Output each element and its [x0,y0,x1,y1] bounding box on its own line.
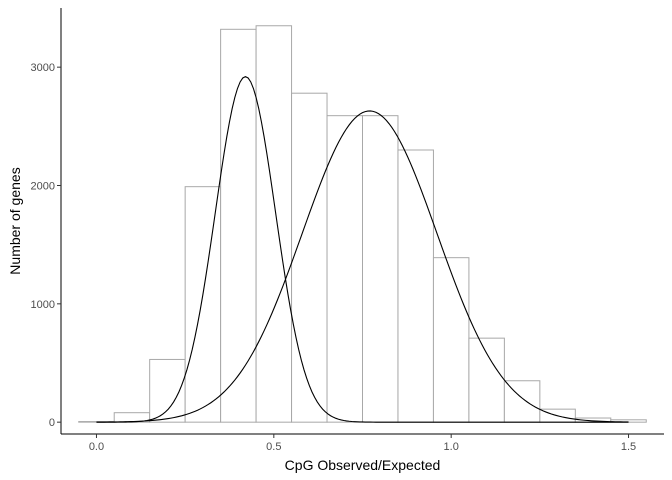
x-axis-ticks: 0.0 0.5 1.0 1.5 [89,434,636,453]
density-curve-0 [96,76,629,423]
x-tick-label-3: 1.5 [621,441,636,453]
histogram-bar-7 [326,115,363,423]
histogram-bar-6 [291,92,328,423]
y-tick-label-2: 2000 [31,181,55,193]
x-tick-label-0: 0.0 [89,441,104,453]
histogram-bars [78,25,647,423]
x-tick-label-2: 1.0 [444,441,459,453]
y-axis-ticks: 0 1000 2000 3000 [31,62,61,429]
density-curve-1 [96,110,629,423]
histogram-bar-4 [220,28,257,423]
y-tick-label-0: 0 [49,417,55,429]
histogram-bar-11 [468,337,505,423]
y-tick-label-3: 3000 [31,62,55,74]
histogram-bar-9 [397,149,434,423]
x-axis-title: CpG Observed/Expected [285,457,441,473]
y-axis-title: Number of genes [7,167,23,274]
histogram-bar-5 [255,25,293,423]
density-curves [96,76,629,423]
y-tick-label-1: 1000 [31,299,55,311]
histogram-bar-3 [184,186,222,423]
x-tick-label-1: 0.5 [266,441,281,453]
histogram-bar-8 [362,115,399,423]
histogram-bar-10 [432,257,470,423]
